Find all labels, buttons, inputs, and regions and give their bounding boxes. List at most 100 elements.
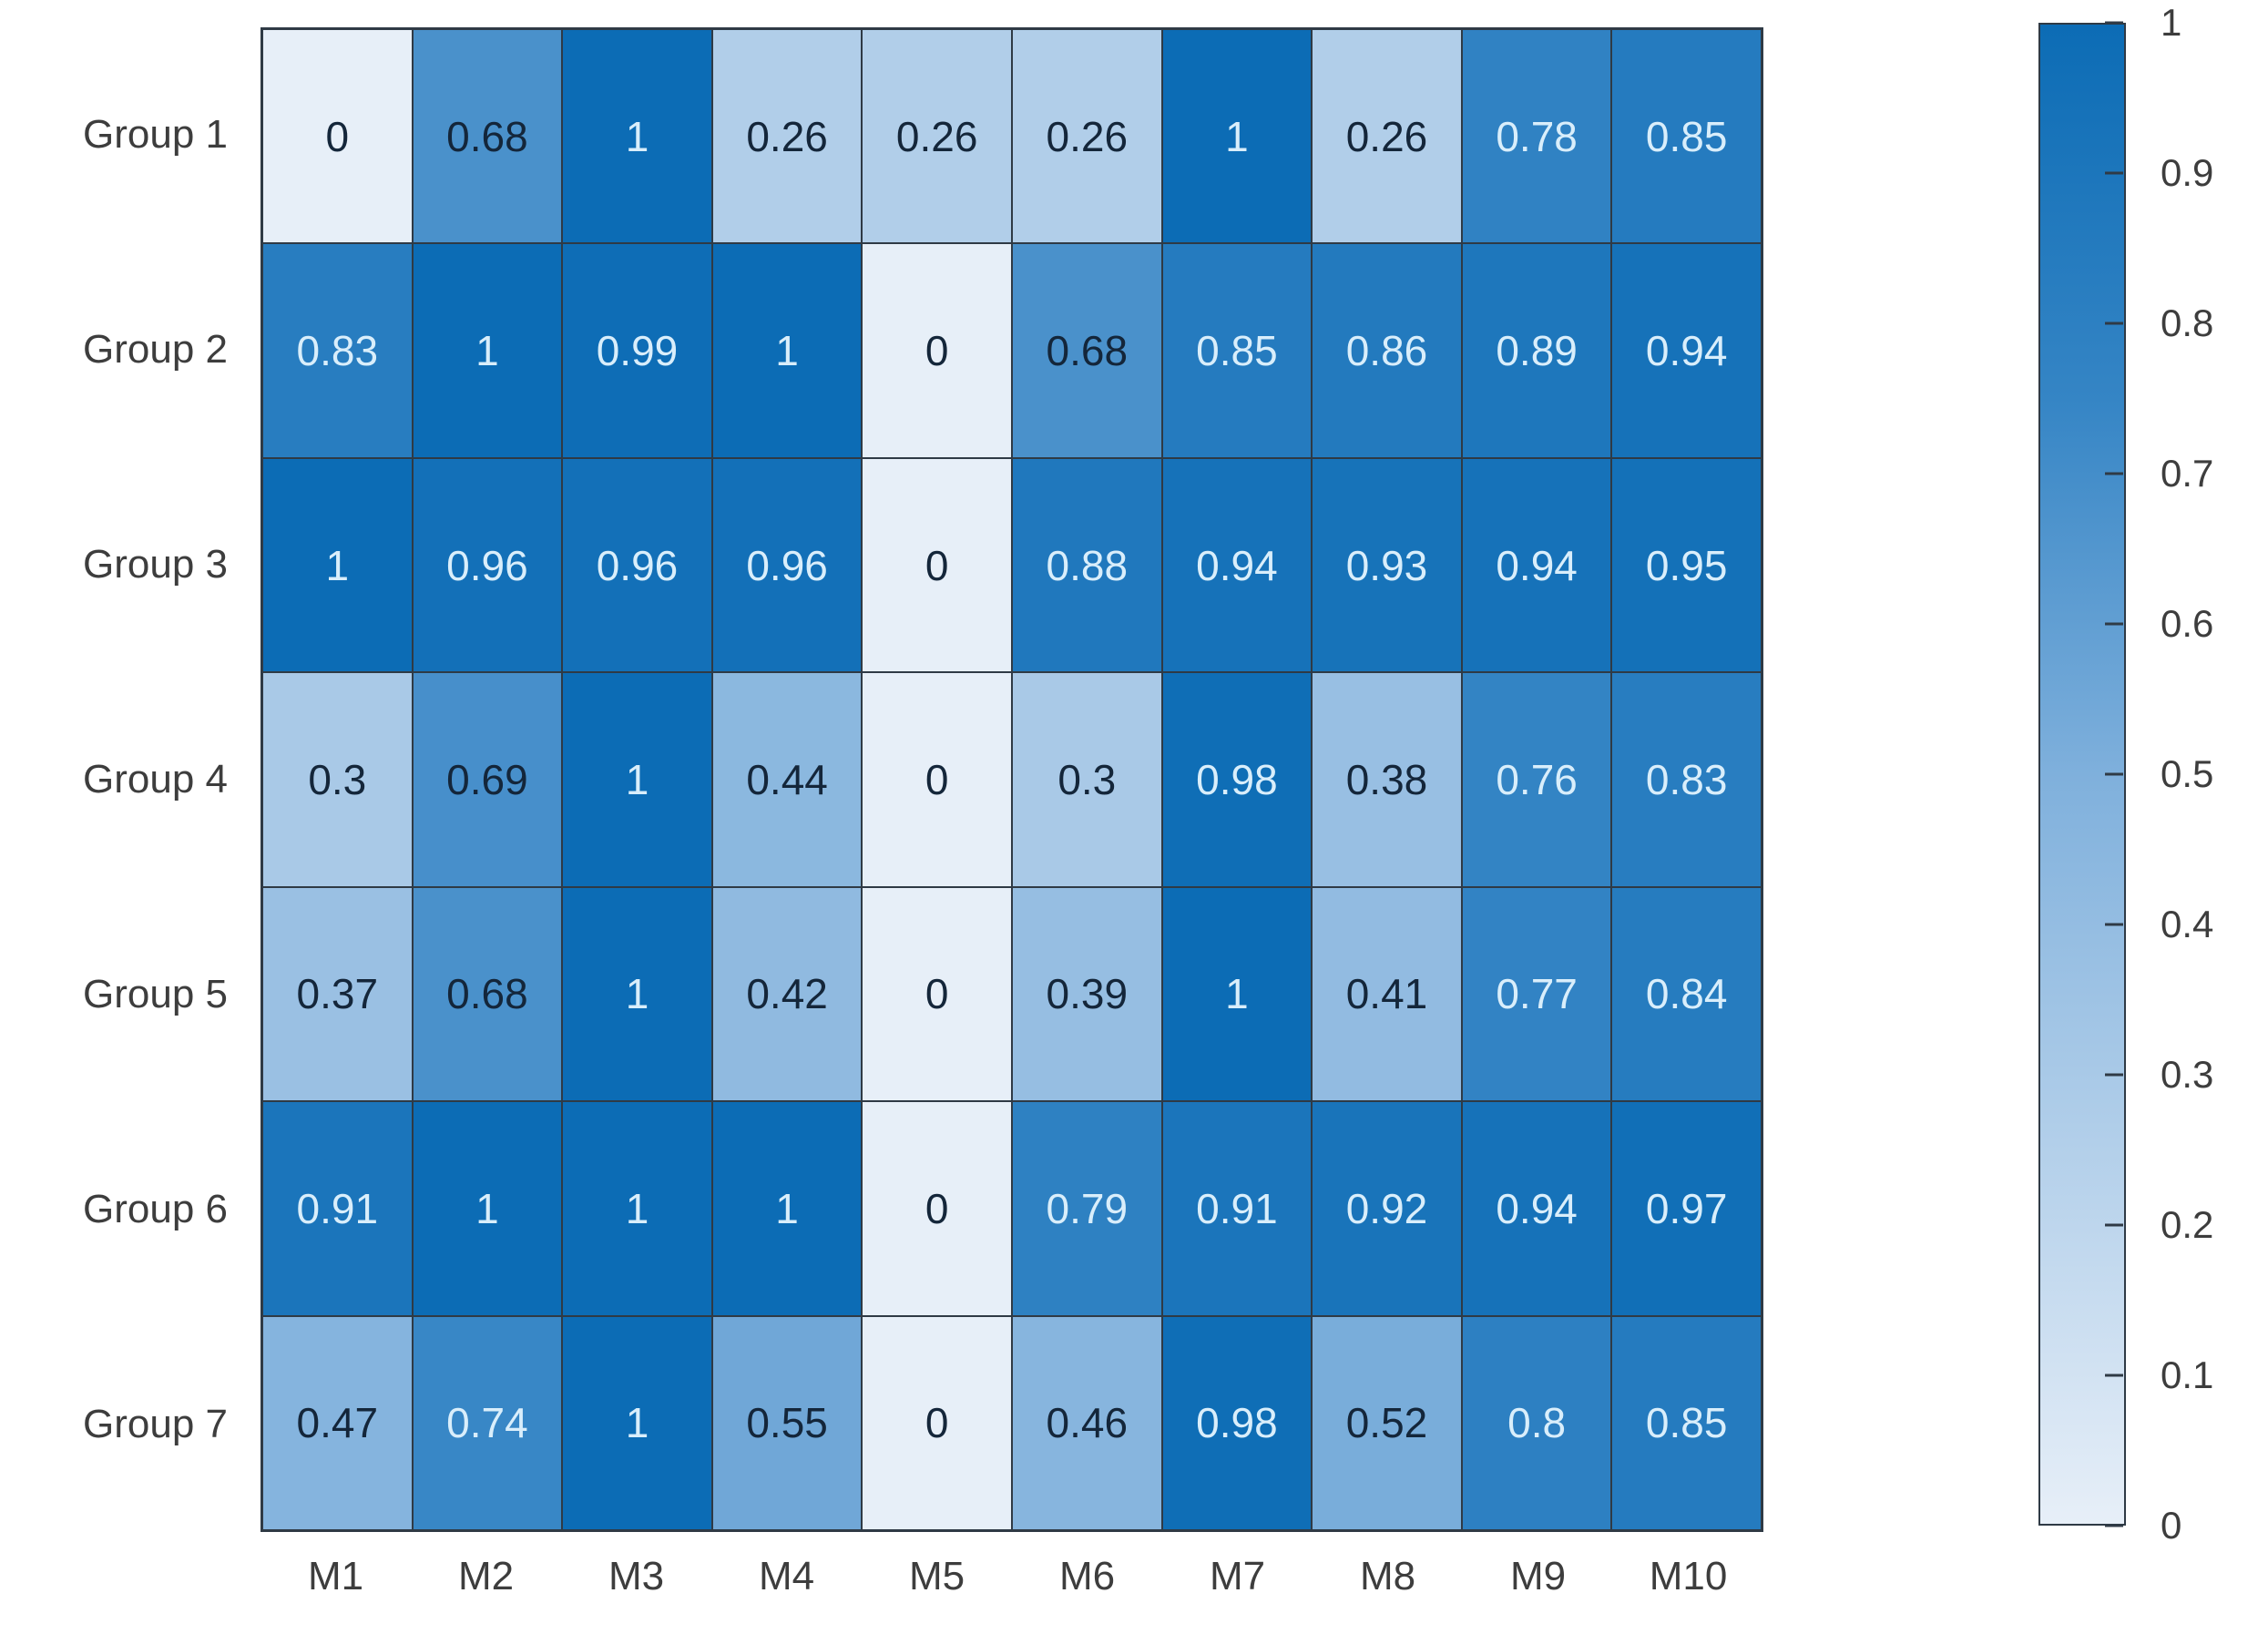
colorbar-tick-label: 0.9 bbox=[2161, 151, 2214, 194]
heatmap-cell: 0.96 bbox=[412, 457, 563, 673]
col-label-m7: M7 bbox=[1209, 1554, 1266, 1598]
colorbar-tick-label: 0.3 bbox=[2161, 1053, 2214, 1096]
heatmap-cell: 0.26 bbox=[711, 29, 863, 244]
heatmap-cell: 0.85 bbox=[1611, 1315, 1762, 1530]
heatmap-cell: 0.8 bbox=[1461, 1315, 1612, 1530]
colorbar-tick-label: 0.1 bbox=[2161, 1353, 2214, 1396]
heatmap-cell: 0.89 bbox=[1461, 243, 1612, 458]
heatmap-cell: 0.96 bbox=[711, 457, 863, 673]
heatmap-cell: 0.76 bbox=[1461, 672, 1612, 887]
heatmap-cell: 0 bbox=[862, 672, 1012, 887]
heatmap-cell: 0.94 bbox=[1461, 457, 1612, 673]
heatmap-cell: 0.83 bbox=[262, 243, 413, 458]
heatmap-row-labels: Group 1 Group 2 Group 3 Group 4 Group 5 Group… bbox=[0, 27, 242, 1532]
row-label-group-5: Group 5 bbox=[83, 972, 228, 1016]
heatmap-cell: 0.85 bbox=[1611, 29, 1762, 244]
heatmap-cell: 1 bbox=[412, 243, 563, 458]
heatmap-cell: 1 bbox=[1161, 886, 1313, 1102]
row-label-group-3: Group 3 bbox=[83, 542, 228, 587]
heatmap-cell: 0.79 bbox=[1012, 1101, 1162, 1316]
col-label-m10: M10 bbox=[1649, 1554, 1728, 1598]
colorbar-tick-label: 0.8 bbox=[2161, 301, 2214, 344]
col-label-m8: M8 bbox=[1359, 1554, 1416, 1598]
colorbar-tick-label: 0.6 bbox=[2161, 602, 2214, 645]
heatmap-cell: 0.95 bbox=[1611, 457, 1762, 673]
heatmap-cell: 0.85 bbox=[1161, 243, 1313, 458]
col-label-m6: M6 bbox=[1058, 1554, 1116, 1598]
heatmap-cell: 0.78 bbox=[1461, 29, 1612, 244]
colorbar-tick-label: 0.4 bbox=[2161, 903, 2214, 945]
heatmap-cell: 0.93 bbox=[1312, 457, 1462, 673]
heatmap-cell: 0.86 bbox=[1312, 243, 1462, 458]
heatmap-cell: 0.52 bbox=[1312, 1315, 1462, 1530]
heatmap-cell: 0.98 bbox=[1161, 672, 1313, 887]
heatmap-cell: 0.68 bbox=[1012, 243, 1162, 458]
row-label-group-6: Group 6 bbox=[83, 1187, 228, 1231]
heatmap-cell: 0.74 bbox=[412, 1315, 563, 1530]
heatmap-cell: 0.38 bbox=[1312, 672, 1462, 887]
heatmap-cell: 0.37 bbox=[262, 886, 413, 1102]
heatmap-cell: 0.97 bbox=[1611, 1101, 1762, 1316]
colorbar-tick-label: 0 bbox=[2161, 1504, 2182, 1547]
heatmap-cell: 0.68 bbox=[412, 29, 563, 244]
heatmap-cell: 1 bbox=[562, 1101, 712, 1316]
col-label-m1: M1 bbox=[307, 1554, 364, 1598]
col-label-m9: M9 bbox=[1509, 1554, 1567, 1598]
col-label-m3: M3 bbox=[608, 1554, 665, 1598]
col-label-m4: M4 bbox=[758, 1554, 815, 1598]
heatmap-cell: 0 bbox=[862, 243, 1012, 458]
heatmap-cell: 0.94 bbox=[1461, 1101, 1612, 1316]
heatmap-cell: 1 bbox=[711, 1101, 863, 1316]
colorbar-tick-label: 1 bbox=[2161, 1, 2182, 44]
heatmap-cell: 0.99 bbox=[562, 243, 712, 458]
heatmap-cell: 0.55 bbox=[711, 1315, 863, 1530]
row-label-group-7: Group 7 bbox=[83, 1402, 228, 1446]
colorbar-tick-label: 0.7 bbox=[2161, 452, 2214, 495]
heatmap-cell: 1 bbox=[562, 1315, 712, 1530]
heatmap-cell: 0.83 bbox=[1611, 672, 1762, 887]
colorbar-gradient bbox=[2038, 23, 2126, 1526]
heatmap-cell: 0.3 bbox=[262, 672, 413, 887]
col-label-m5: M5 bbox=[908, 1554, 965, 1598]
heatmap-cell: 0.46 bbox=[1012, 1315, 1162, 1530]
heatmap-cell: 0.26 bbox=[1312, 29, 1462, 244]
heatmap-cell: 0.68 bbox=[412, 886, 563, 1102]
heatmap-cell: 0 bbox=[862, 1315, 1012, 1530]
heatmap-cell: 0 bbox=[862, 1101, 1012, 1316]
heatmap-cell: 0.92 bbox=[1312, 1101, 1462, 1316]
heatmap-cell: 0.96 bbox=[562, 457, 712, 673]
heatmap-cell: 0.91 bbox=[1161, 1101, 1313, 1316]
colorbar-tick-label: 0.2 bbox=[2161, 1203, 2214, 1246]
heatmap-cell: 0.84 bbox=[1611, 886, 1762, 1102]
heatmap-cell: 0 bbox=[862, 886, 1012, 1102]
heatmap-cell: 0.41 bbox=[1312, 886, 1462, 1102]
heatmap-cell: 1 bbox=[711, 243, 863, 458]
heatmap-cell: 0.26 bbox=[862, 29, 1012, 244]
heatmap-cell: 0.98 bbox=[1161, 1315, 1313, 1530]
row-label-group-2: Group 2 bbox=[83, 327, 228, 372]
row-label-group-4: Group 4 bbox=[83, 757, 228, 802]
heatmap-column-labels: M1 M2 M3 M4 M5 M6 M7 M8 M9 M10 bbox=[261, 1554, 1763, 1618]
row-label-group-1: Group 1 bbox=[83, 112, 228, 157]
heatmap-cell: 0.77 bbox=[1461, 886, 1612, 1102]
heatmap-cell: 0.47 bbox=[262, 1315, 413, 1530]
heatmap-cell: 0.88 bbox=[1012, 457, 1162, 673]
heatmap-cell: 1 bbox=[562, 886, 712, 1102]
heatmap-cell: 1 bbox=[412, 1101, 563, 1316]
col-label-m2: M2 bbox=[457, 1554, 515, 1598]
heatmap-cell: 0.94 bbox=[1161, 457, 1313, 673]
heatmap-cell: 1 bbox=[562, 672, 712, 887]
heatmap-cell: 1 bbox=[562, 29, 712, 244]
heatmap-cell: 0.39 bbox=[1012, 886, 1162, 1102]
heatmap-cell: 1 bbox=[262, 457, 413, 673]
heatmap-cell: 0 bbox=[262, 29, 413, 244]
colorbar-tick-label: 0.5 bbox=[2161, 752, 2214, 795]
heatmap-cell: 0.94 bbox=[1611, 243, 1762, 458]
heatmap-cell: 0 bbox=[862, 457, 1012, 673]
heatmap-cell: 0.42 bbox=[711, 886, 863, 1102]
heatmap-cell: 0.69 bbox=[412, 672, 563, 887]
heatmap-cell: 0.44 bbox=[711, 672, 863, 887]
heatmap-cell: 0.3 bbox=[1012, 672, 1162, 887]
heatmap-grid: 0 0.68 1 0.26 0.26 0.26 1 0.26 0.78 0.85 0.83 1 0.99… bbox=[261, 27, 1763, 1532]
